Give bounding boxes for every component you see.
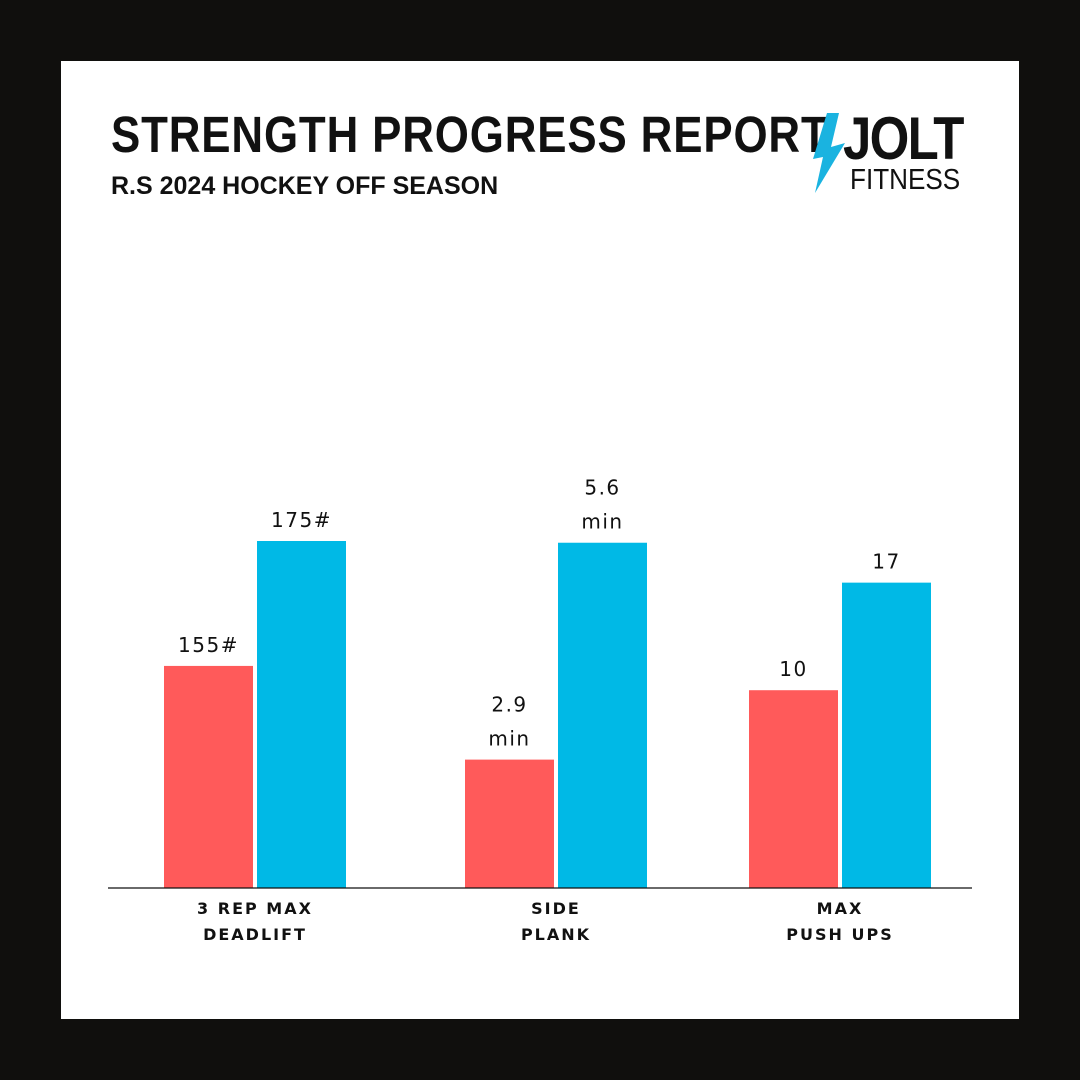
category-label-0: DEADLIFT — [203, 925, 307, 944]
category-label-2: MAX — [817, 899, 864, 918]
bar-after-2 — [842, 582, 931, 888]
category-label-1: SIDE — [531, 899, 581, 918]
bar-after-0 — [257, 541, 346, 888]
report-title: STRENGTH PROGRESS REPORT — [111, 106, 829, 163]
value-label-after-1: min — [581, 510, 623, 534]
category-label-0: 3 REP MAX — [197, 899, 313, 918]
category-label-1: PLANK — [521, 925, 591, 944]
logo-subtitle: FITNESS — [850, 164, 961, 196]
value-label-before-1: min — [488, 727, 530, 751]
value-label-before-1: 2.9 — [491, 693, 527, 717]
report-subtitle: R.S 2024 HOCKEY OFF SEASON — [111, 172, 499, 200]
lightning-bolt-icon — [813, 113, 845, 193]
logo-wordmark: JOLT — [843, 105, 964, 172]
bar-before-1 — [465, 759, 554, 888]
value-label-after-2: 17 — [872, 550, 900, 574]
bar-before-0 — [164, 665, 253, 888]
report-card: STRENGTH PROGRESS REPORT R.S 2024 HOCKEY… — [61, 61, 1019, 1019]
bar-chart: 155# 2.9 min 10 175# 5.6 min 17 3 REP MAX DEADLIF… — [108, 476, 972, 944]
value-label-before-0: 155# — [178, 633, 239, 657]
bar-after-1 — [558, 542, 647, 888]
value-label-after-1: 5.6 — [584, 476, 620, 500]
value-label-after-0: 175# — [271, 508, 332, 532]
jolt-fitness-logo: JOLT FITNESS — [813, 109, 983, 199]
category-label-2: PUSH UPS — [786, 925, 893, 944]
value-label-before-2: 10 — [779, 657, 807, 681]
bar-before-2 — [749, 690, 838, 888]
